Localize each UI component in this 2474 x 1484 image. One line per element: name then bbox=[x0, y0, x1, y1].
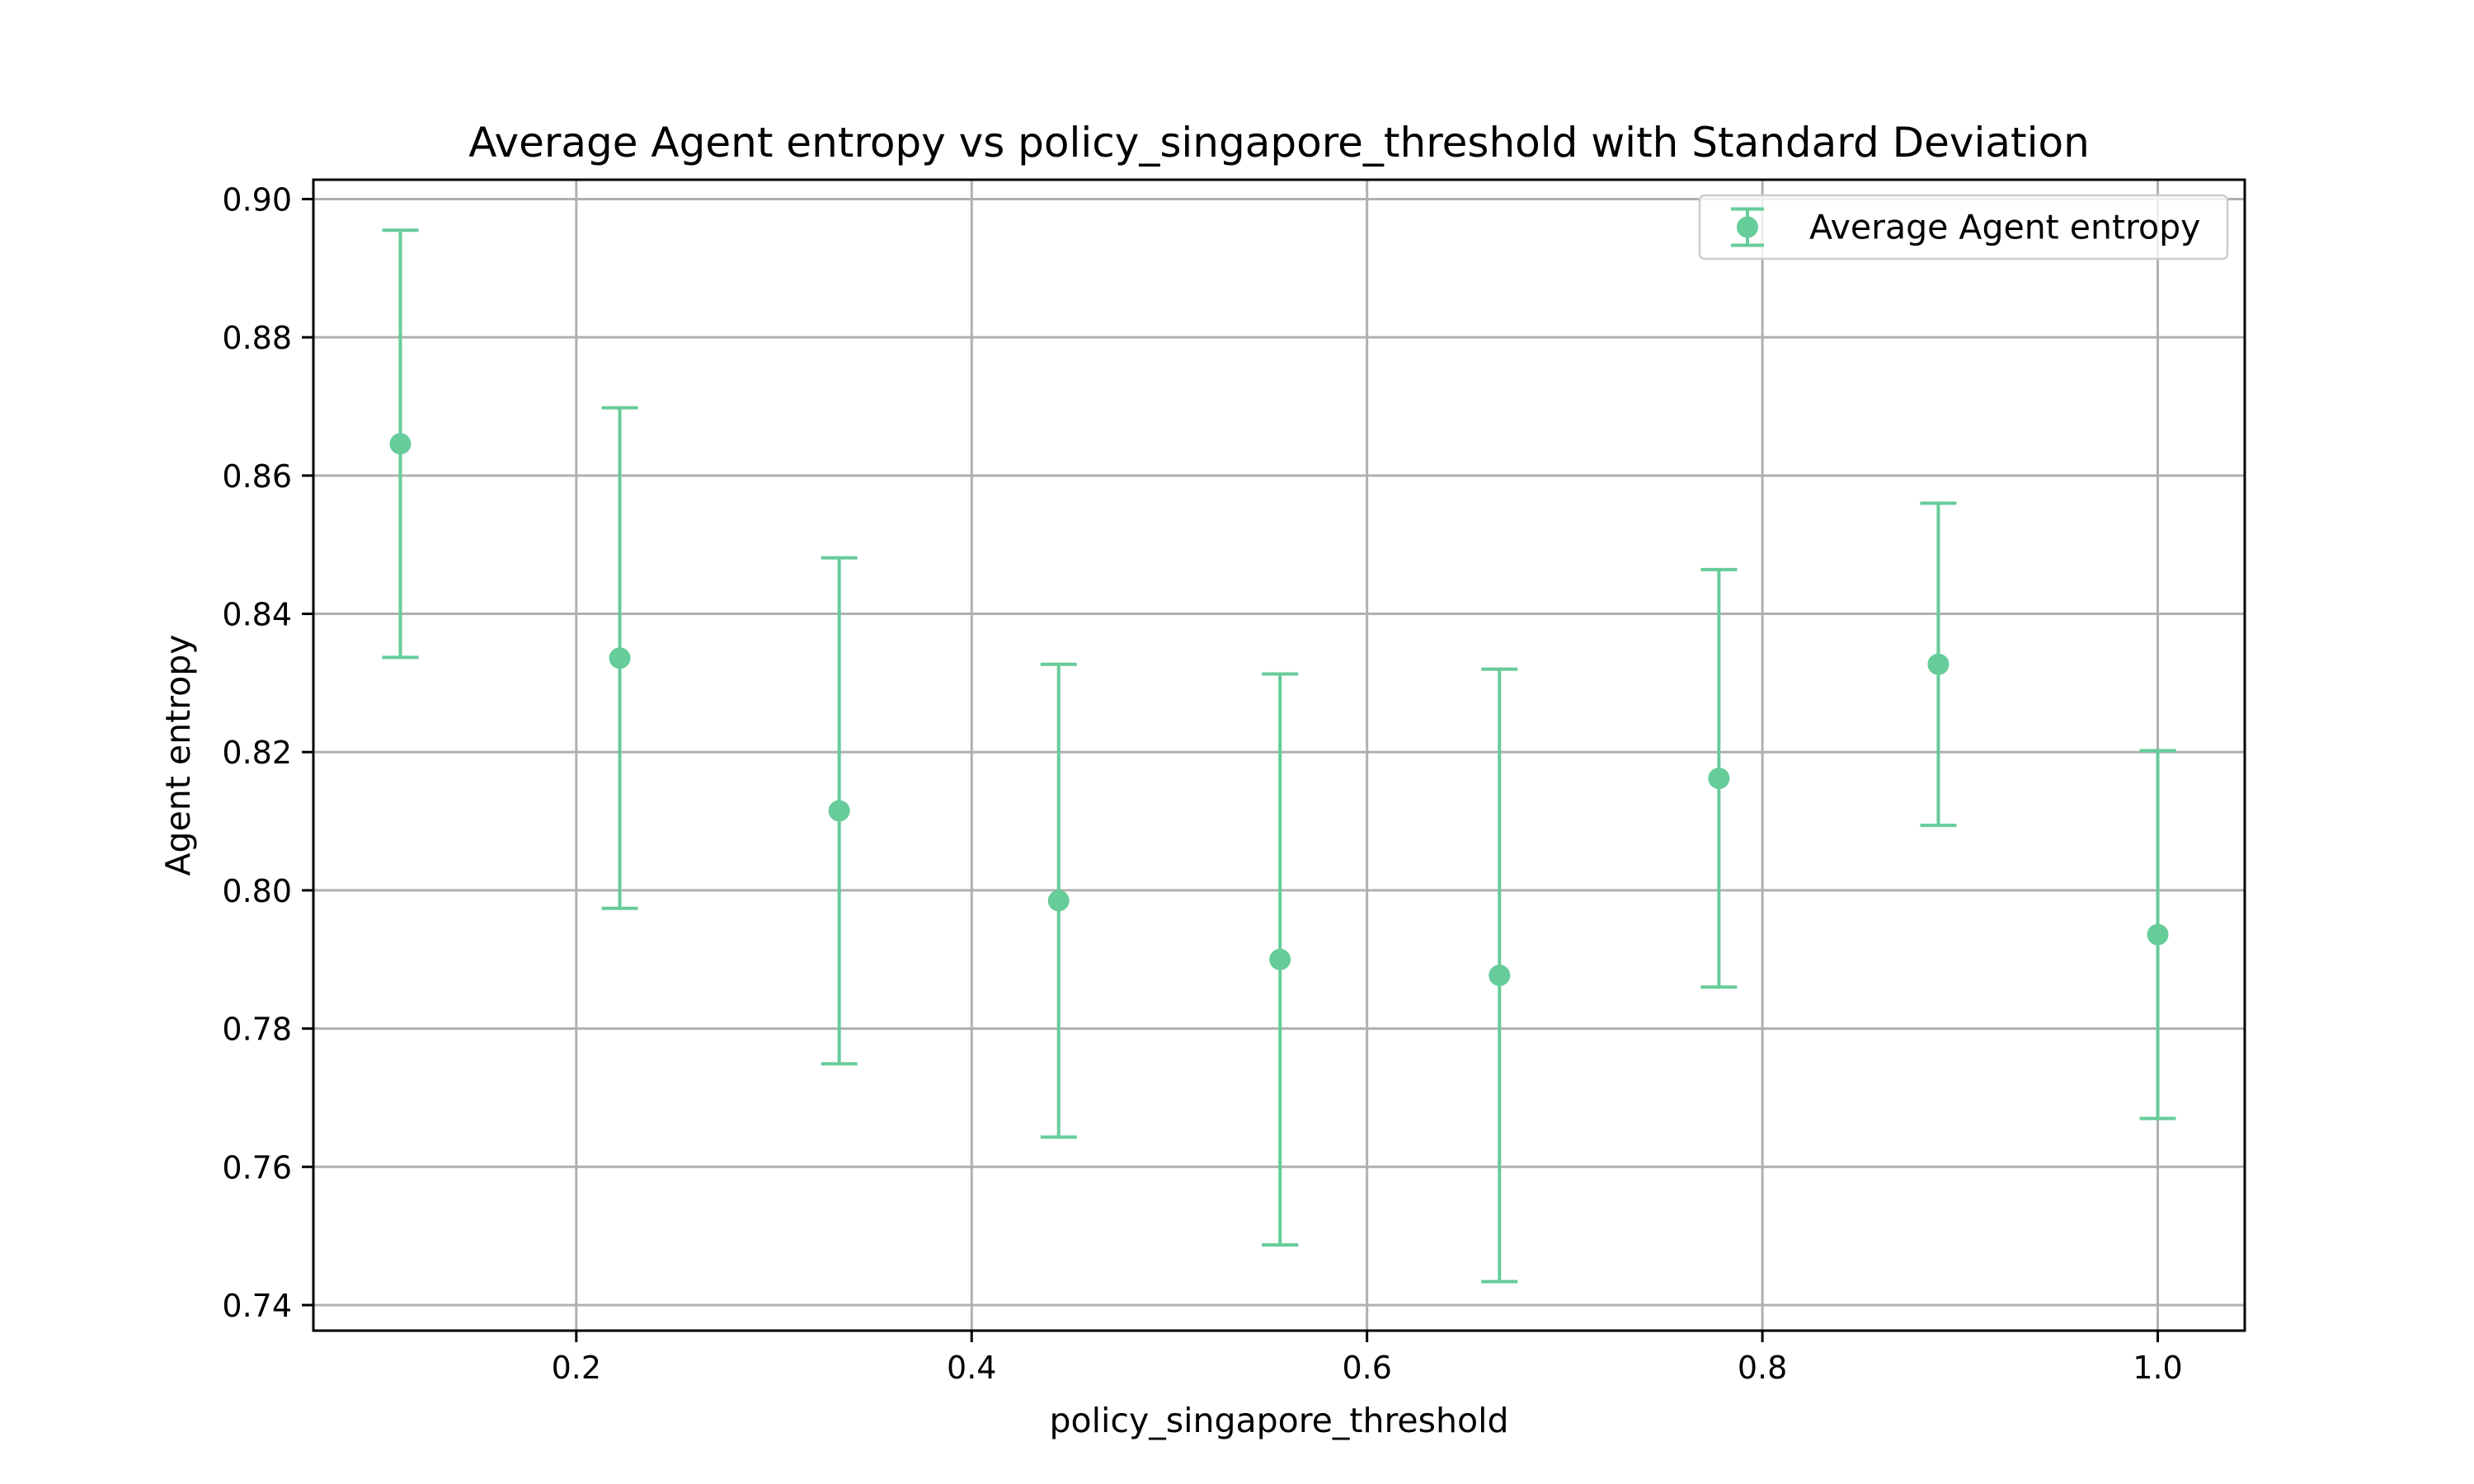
data-point bbox=[1489, 965, 1511, 987]
y-tick-label: 0.78 bbox=[222, 1012, 292, 1048]
legend: Average Agent entropy bbox=[1698, 194, 2229, 261]
data-point bbox=[828, 800, 850, 822]
plot-area-frame bbox=[312, 178, 2246, 1332]
y-tick-label: 0.80 bbox=[222, 873, 292, 909]
y-tick-label: 0.90 bbox=[222, 181, 292, 218]
data-point bbox=[1047, 890, 1070, 912]
y-tick-label: 0.74 bbox=[222, 1288, 292, 1324]
legend-point bbox=[1737, 216, 1758, 238]
x-axis-label: policy_singapore_threshold bbox=[1050, 1401, 1509, 1440]
data-point bbox=[389, 433, 412, 455]
data-point bbox=[1927, 653, 1950, 675]
data-point bbox=[609, 647, 631, 669]
data-point bbox=[1269, 948, 1291, 970]
x-tick-label: 0.2 bbox=[552, 1350, 601, 1386]
chart-title: Average Agent entropy vs policy_singapor… bbox=[468, 119, 2090, 167]
y-tick-label: 0.84 bbox=[222, 597, 292, 633]
y-tick-label: 0.86 bbox=[222, 458, 292, 495]
x-tick-label: 0.8 bbox=[1738, 1350, 1787, 1386]
series-Average Agent entropy bbox=[382, 228, 2176, 1284]
x-axis: 0.2 0.4 0.6 0.8 1.0 bbox=[552, 1331, 2183, 1386]
legend-box bbox=[1698, 194, 2229, 261]
y-tick-label: 0.76 bbox=[222, 1149, 292, 1186]
y-axis: 0.74 0.76 0.78 0.80 0.82 0.84 0.86 0.88 0.90 bbox=[222, 181, 313, 1324]
y-axis-label: Agent entropy bbox=[158, 634, 198, 876]
x-tick-label: 0.4 bbox=[947, 1350, 996, 1386]
x-tick-label: 1.0 bbox=[2133, 1350, 2182, 1386]
data-point bbox=[1708, 768, 1730, 790]
data-point bbox=[2147, 923, 2169, 946]
y-tick-label: 0.88 bbox=[222, 320, 292, 356]
legend-label: Average Agent entropy bbox=[1809, 208, 2200, 247]
data-series bbox=[382, 228, 2176, 1284]
legend-marker bbox=[1731, 207, 1764, 247]
x-tick-label: 0.6 bbox=[1342, 1350, 1391, 1386]
y-tick-label: 0.82 bbox=[222, 735, 292, 771]
